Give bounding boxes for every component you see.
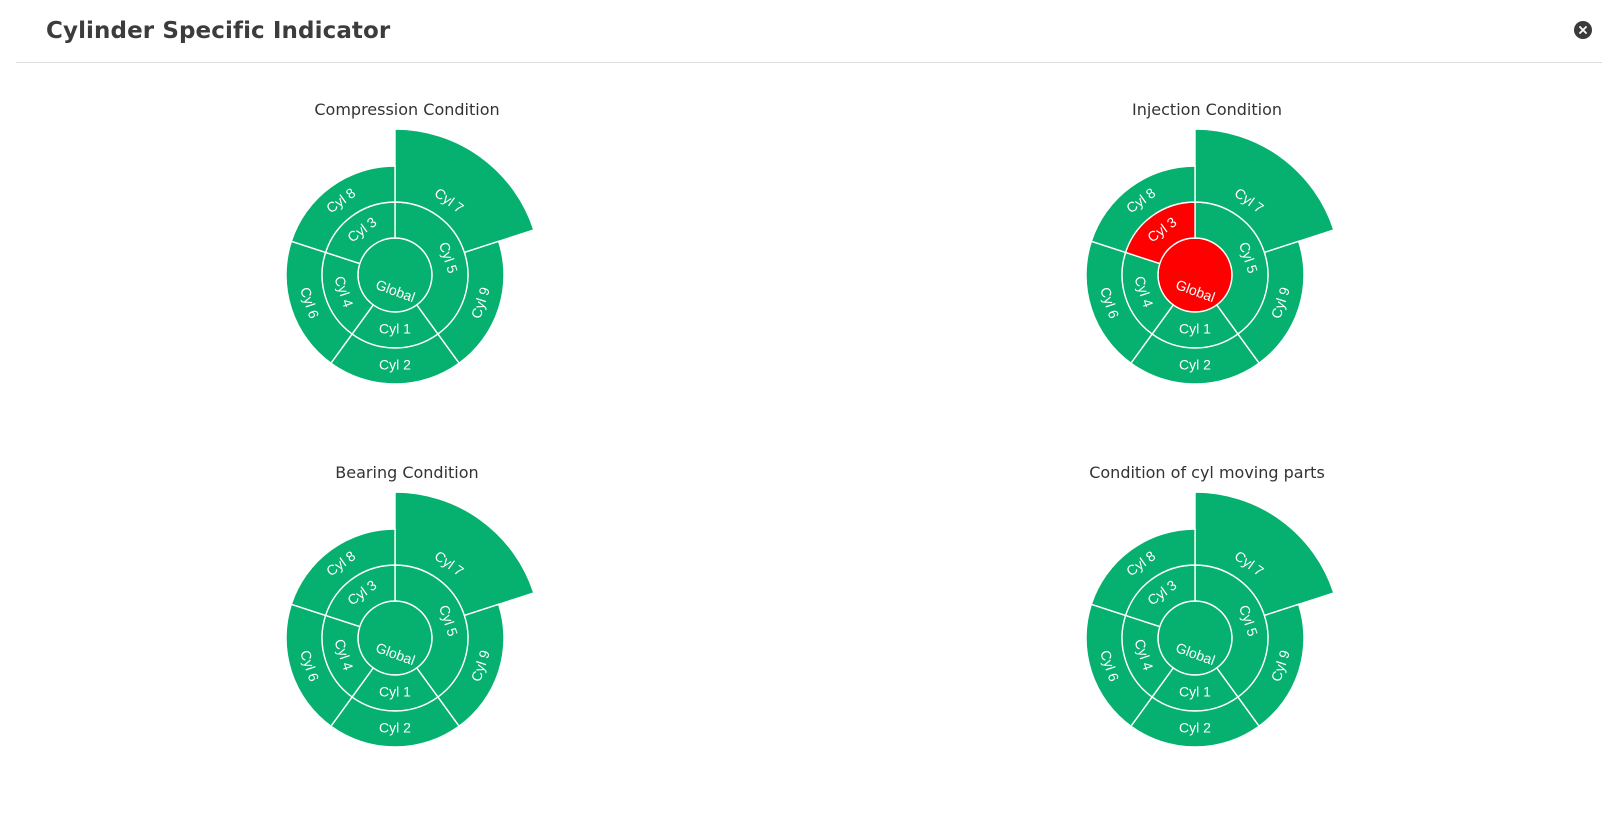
sunburst-segment-cyl-7[interactable] <box>394 491 535 617</box>
sunburst-label-cyl-1: Cyl 1 <box>1179 321 1211 337</box>
sunburst-label-cyl-1: Cyl 1 <box>379 684 411 700</box>
sunburst-segment-cyl-8[interactable] <box>290 528 396 617</box>
chart-panel-moving-parts: Condition of cyl moving parts Global Cyl … <box>957 463 1457 793</box>
sunburst-label-cyl-2: Cyl 2 <box>1179 357 1211 373</box>
chart-title: Condition of cyl moving parts <box>1089 463 1325 482</box>
sunburst-label-cyl-1: Cyl 1 <box>379 321 411 337</box>
chart-panel-compression: Compression Condition Global Cyl 5 Cyl 1 Cy… <box>157 100 657 430</box>
sunburst-segment-cyl-7[interactable] <box>394 128 535 254</box>
chart-title: Compression Condition <box>314 100 500 119</box>
chart-panel-injection: Injection Condition Global Cyl 5 Cyl 1 Cyl … <box>957 100 1457 430</box>
sunburst-label-cyl-2: Cyl 2 <box>379 357 411 373</box>
sunburst-segment-cyl-7[interactable] <box>1194 491 1335 617</box>
sunburst-segment-cyl-8[interactable] <box>1090 165 1196 254</box>
dialog-header: Cylinder Specific Indicator <box>16 0 1602 63</box>
sunburst-label-cyl-1: Cyl 1 <box>1179 684 1211 700</box>
sunburst-label-cyl-2: Cyl 2 <box>1179 720 1211 736</box>
sunburst-label-cyl-2: Cyl 2 <box>379 720 411 736</box>
sunburst-segment-cyl-8[interactable] <box>290 165 396 254</box>
sunburst-segment-cyl-7[interactable] <box>1194 128 1335 254</box>
close-icon[interactable] <box>1574 21 1592 39</box>
dialog-title: Cylinder Specific Indicator <box>46 18 391 44</box>
chart-title: Injection Condition <box>1131 100 1283 119</box>
chart-title: Bearing Condition <box>335 463 479 482</box>
close-x-glyph <box>1579 26 1587 34</box>
sunburst-segment-cyl-8[interactable] <box>1090 528 1196 617</box>
